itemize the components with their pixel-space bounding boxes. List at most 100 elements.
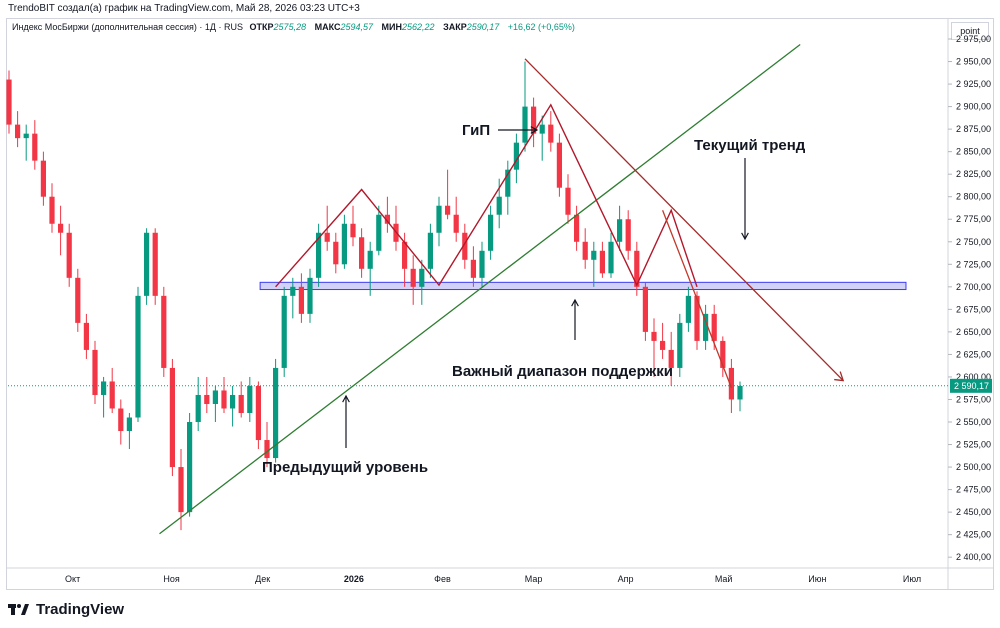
symbol-title: Индекс МосБиржи (дополнительная сессия) … <box>12 22 244 32</box>
annotation-gip: ГиП <box>462 122 490 139</box>
candle-body <box>694 295 700 341</box>
symbol-legend: Индекс МосБиржи (дополнительная сессия) … <box>12 22 579 32</box>
candle-body <box>625 219 631 251</box>
y-tick-label: 2 750,00 <box>956 237 991 247</box>
candle-body <box>668 349 674 368</box>
candle-body <box>531 106 537 134</box>
candle-body <box>384 214 390 224</box>
candle-body <box>574 214 580 242</box>
candle-body <box>617 219 623 242</box>
candle-body <box>728 367 734 400</box>
y-tick-label: 2 575,00 <box>956 394 991 404</box>
candle-body <box>703 313 709 341</box>
candle-body <box>58 223 64 233</box>
candle-body <box>23 133 29 139</box>
y-tick-label: 2 725,00 <box>956 259 991 269</box>
candle-body <box>247 385 253 413</box>
y-tick-label: 2 775,00 <box>956 214 991 224</box>
price-unit-label[interactable]: point <box>951 22 989 40</box>
candle-body <box>118 408 124 432</box>
candle-body <box>126 417 132 432</box>
candle-body <box>359 237 365 269</box>
candle-body <box>479 250 485 278</box>
candle-body <box>307 277 313 314</box>
y-tick-label: 2 850,00 <box>956 147 991 157</box>
candle-body <box>109 381 115 409</box>
candle-body <box>453 214 459 233</box>
candle-body <box>445 205 451 215</box>
candle-body <box>333 241 339 265</box>
candle-body <box>6 79 12 125</box>
gip-arrow-head <box>530 126 539 134</box>
annotation-current-trend: Текущий тренд <box>694 137 806 154</box>
candle-body <box>101 381 107 395</box>
candle-body <box>642 286 648 332</box>
candle-body <box>548 124 554 143</box>
tradingview-brand: TradingView <box>36 600 125 618</box>
candle-body <box>556 142 562 188</box>
candle-body <box>660 340 666 350</box>
candle-body <box>470 259 476 278</box>
candle-body <box>195 394 201 423</box>
candle-body <box>40 160 46 197</box>
ascending-support-line <box>159 43 801 535</box>
candle-body <box>230 394 236 409</box>
y-tick-label: 2 975,00 <box>956 34 991 44</box>
candle-body <box>75 277 81 323</box>
x-tick-label: Апр <box>618 574 634 584</box>
previous-level-arrow-head <box>342 394 350 403</box>
last-price-label: 2 590,17 <box>954 381 989 391</box>
x-tick-label: 2026 <box>344 574 364 584</box>
candle-body <box>273 367 279 459</box>
candle-body <box>144 232 150 296</box>
candle-body <box>298 286 304 314</box>
candle-body <box>496 196 502 215</box>
y-tick-label: 2 625,00 <box>956 349 991 359</box>
y-tick-label: 2 800,00 <box>956 192 991 202</box>
last-price-tag <box>950 378 992 393</box>
x-tick-label: Июл <box>903 574 921 584</box>
y-tick-label: 2 525,00 <box>956 440 991 450</box>
candle-body <box>436 205 442 233</box>
candle-body <box>290 286 296 296</box>
y-tick-label: 2 950,00 <box>956 57 991 67</box>
candle-body <box>92 349 98 395</box>
candle-body <box>522 106 528 143</box>
y-tick-label: 2 500,00 <box>956 462 991 472</box>
candle-body <box>135 295 141 418</box>
ohlc-low: МИН2562,22 <box>381 22 435 32</box>
candle-body <box>66 232 72 278</box>
x-tick-label: Мар <box>525 574 543 584</box>
y-tick-label: 2 650,00 <box>956 327 991 337</box>
x-tick-label: Дек <box>255 574 270 584</box>
candle-body <box>238 394 244 413</box>
candle-body <box>582 241 588 260</box>
price-change: +16,62 (+0,65%) <box>507 22 575 32</box>
candle-body <box>255 385 261 441</box>
candle-body <box>488 214 494 251</box>
candle-body <box>212 390 218 404</box>
candle-body <box>281 295 287 368</box>
x-tick-label: Июн <box>808 574 826 584</box>
y-tick-label: 2 675,00 <box>956 304 991 314</box>
candle-body <box>419 268 425 287</box>
candle-body <box>376 214 382 251</box>
chart-credit: TrendoBIT создал(а) график на TradingVie… <box>8 3 360 14</box>
candle-body <box>221 390 227 409</box>
candle-body <box>608 241 614 274</box>
footer: TradingView <box>8 598 124 620</box>
y-tick-label: 2 600,00 <box>956 372 991 382</box>
x-tick-label: Фев <box>434 574 451 584</box>
candle-body <box>32 133 38 161</box>
annotation-previous-level: Предыдущий уровень <box>262 459 428 476</box>
annotation-support-range: Важный диапазон поддержки <box>452 363 673 380</box>
candle-body <box>685 295 691 323</box>
candle-body <box>539 124 545 134</box>
candle-body <box>324 232 330 242</box>
steep-breakdown-line <box>661 209 733 389</box>
y-tick-label: 2 550,00 <box>956 417 991 427</box>
candle-body <box>737 385 743 400</box>
candle-body <box>711 313 717 341</box>
candle-body <box>677 322 683 368</box>
